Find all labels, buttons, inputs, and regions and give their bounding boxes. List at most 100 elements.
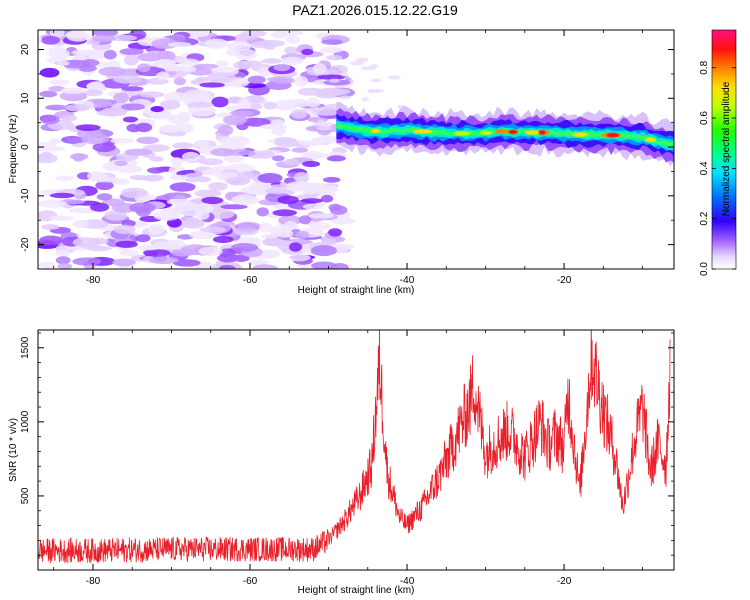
noise-blob — [181, 151, 200, 162]
y-tick-label: -10 — [20, 188, 31, 203]
noise-blob — [231, 194, 260, 206]
x-tick-label: -60 — [243, 576, 258, 587]
noise-blob — [259, 123, 287, 130]
noise-blob — [274, 140, 300, 148]
noise-blob — [321, 194, 334, 203]
noise-blob — [183, 89, 212, 101]
noise-blob — [135, 122, 153, 133]
snr-x-axis-label: Height of straight line (km) — [298, 585, 415, 596]
colorbar-tick-label: 0.2 — [699, 211, 710, 225]
colorbar-gradient — [711, 29, 737, 270]
noise-blob — [86, 82, 105, 90]
noise-blob — [197, 176, 212, 183]
noise-blob — [182, 66, 197, 73]
snr-frame — [37, 329, 675, 571]
noise-blob — [247, 75, 266, 84]
noise-blob — [317, 74, 346, 80]
signal-hotspot — [479, 130, 492, 135]
noise-blob — [311, 261, 337, 269]
noise-blob — [230, 243, 259, 252]
noise-blob — [301, 48, 314, 56]
noise-blob — [64, 104, 90, 112]
noise-blob — [227, 41, 252, 52]
noise-blob — [107, 34, 138, 42]
noise-blob — [328, 203, 342, 212]
x-tick-label: -60 — [243, 275, 258, 286]
noise-blob — [312, 107, 340, 116]
signal-hotspot — [524, 130, 541, 135]
noise-blob — [270, 32, 289, 39]
signal-hotspot — [412, 129, 433, 134]
noise-blob — [119, 249, 140, 257]
noise-blob — [84, 89, 103, 97]
noise-blob — [66, 30, 90, 42]
noise-blob — [263, 42, 276, 50]
noise-blob — [166, 239, 186, 250]
noise-blob — [38, 261, 56, 269]
noise-blob — [216, 60, 229, 67]
noise-blob — [218, 265, 236, 269]
noise-blob — [173, 201, 198, 212]
signal-hotspot — [644, 137, 657, 142]
noise-blob — [60, 87, 86, 95]
noise-blob — [119, 48, 144, 56]
noise-blob — [57, 263, 73, 269]
noise-blob — [289, 254, 311, 262]
noise-blob — [291, 147, 309, 153]
noise-blob — [308, 213, 335, 219]
noise-blob — [312, 122, 324, 127]
noise-blob — [250, 103, 263, 110]
noise-blob — [113, 224, 136, 235]
x-tick-label: -40 — [400, 576, 415, 587]
noise-blob — [248, 182, 272, 191]
noise-blob — [72, 257, 102, 266]
colorbar-ticks: 0.0 0.2 0.4 0.6 0.8 — [699, 60, 736, 276]
noise-blob — [68, 207, 97, 214]
noise-blob — [295, 194, 318, 200]
noise-blob — [198, 246, 223, 256]
snr-series-line — [38, 330, 671, 564]
noise-blob — [120, 103, 146, 111]
noise-blob — [39, 90, 58, 98]
noise-blob — [216, 254, 240, 263]
spectrogram-x-axis-label: Height of straight line (km) — [298, 285, 415, 296]
noise-blob — [194, 203, 215, 214]
noise-blob — [242, 117, 271, 127]
noise-blob — [293, 76, 309, 87]
x-tick-label: -40 — [400, 275, 415, 286]
noise-blob — [90, 202, 110, 212]
noise-blob — [199, 82, 225, 88]
noise-blob — [137, 63, 151, 73]
noise-blob — [39, 67, 60, 78]
noise-blob — [38, 146, 65, 152]
noise-blob — [355, 57, 369, 62]
noise-blob — [136, 136, 160, 144]
noise-blob — [75, 124, 101, 131]
y-tick-label: -20 — [20, 237, 31, 252]
noise-blob — [189, 230, 218, 239]
noise-blob — [329, 78, 340, 83]
noise-blob — [350, 61, 365, 66]
noise-blob — [272, 209, 298, 217]
noise-blob — [286, 185, 313, 192]
noise-blob — [49, 192, 75, 199]
noise-blob — [187, 105, 216, 117]
noise-blob — [237, 98, 251, 109]
y-tick-label: 20 — [20, 44, 31, 56]
noise-blob — [252, 264, 278, 269]
noise-blob — [172, 259, 201, 267]
noise-blob — [301, 153, 331, 159]
spectrogram-frame — [37, 29, 675, 270]
noise-blob — [56, 60, 70, 66]
noise-blob — [340, 72, 349, 77]
noise-blob — [298, 215, 312, 225]
snr-y-axis-label: SNR (10 * v/v) — [8, 418, 19, 482]
noise-blob — [298, 140, 326, 146]
noise-blob — [187, 102, 214, 108]
colorbar: 0.0 0.2 0.4 0.6 0.8 Normalized spectral ampl… — [699, 29, 737, 276]
noise-blob — [229, 110, 254, 117]
noise-blob — [113, 75, 142, 84]
noise-blob — [289, 242, 302, 252]
noise-blob — [103, 49, 117, 60]
